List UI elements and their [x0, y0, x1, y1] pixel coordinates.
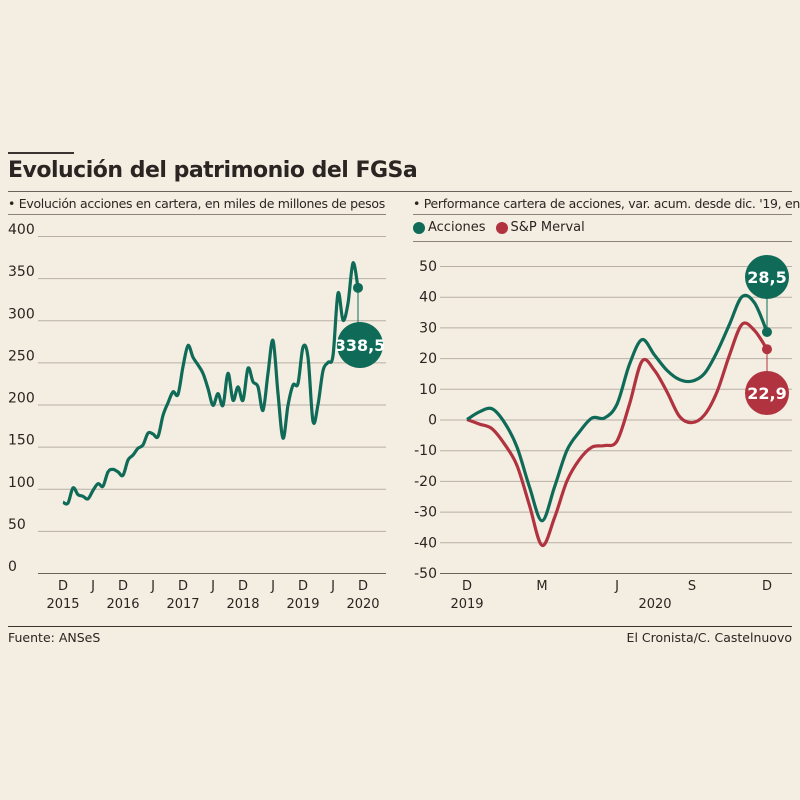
- x-tick-label: D: [462, 579, 472, 594]
- y-tick-label: 300: [8, 306, 35, 322]
- series-line-merval: [466, 321, 769, 547]
- annotation-badge-merval: [745, 371, 789, 415]
- x-year-label: 2019: [450, 597, 483, 612]
- y-tick-label: -10: [414, 443, 437, 459]
- y-tick-label: 350: [8, 264, 35, 280]
- legend-swatch-merval: [495, 221, 508, 234]
- y-tick-label: -50: [414, 566, 437, 582]
- legend: Acciones S&P Merval: [413, 220, 585, 235]
- y-tick-label: 200: [8, 391, 35, 407]
- x-year-label: 2020: [638, 597, 671, 612]
- right-subtitle-divider: [413, 214, 792, 215]
- legend-label-merval: S&P Merval: [510, 220, 585, 235]
- x-tick-label: J: [150, 579, 155, 594]
- x-tick-label: D: [358, 579, 368, 594]
- legend-label-acciones: Acciones: [428, 220, 486, 235]
- y-tick-label: 250: [8, 348, 35, 364]
- y-tick-label: 50: [8, 517, 26, 533]
- x-tick-label: M: [536, 579, 547, 594]
- title-divider: [8, 191, 792, 192]
- x-tick-label: J: [210, 579, 215, 594]
- top-rule: [8, 152, 74, 154]
- legend-item-acciones: Acciones: [413, 220, 486, 235]
- annotation-badge-acciones: [745, 255, 789, 299]
- x-tick-label: D: [298, 579, 308, 594]
- x-tick-label: D: [762, 579, 772, 594]
- legend-swatch-acciones: [413, 221, 425, 234]
- y-tick-label: 50: [419, 259, 437, 275]
- x-tick-label: D: [238, 579, 248, 594]
- x-tick-label: J: [90, 579, 95, 594]
- x-tick-label: D: [58, 579, 68, 594]
- legend-divider: [413, 241, 792, 242]
- chart-title: Evolución del patrimonio del FGSa: [8, 158, 418, 183]
- x-year-label: 2017: [166, 597, 199, 612]
- x-year-label: 2016: [106, 597, 139, 612]
- y-tick-label: 10: [419, 382, 437, 398]
- last-point-marker: [353, 282, 363, 293]
- left-chart-subtitle: • Evolución acciones en cartera, en mile…: [8, 196, 385, 211]
- y-tick-label: 0: [428, 413, 437, 429]
- y-tick-label: -30: [414, 505, 437, 521]
- annotation-badge: [337, 322, 383, 368]
- x-year-label: 2018: [226, 597, 259, 612]
- y-tick-label: 400: [8, 222, 35, 238]
- x-year-label: 2020: [346, 597, 379, 612]
- last-point-marker-merval: [762, 344, 772, 355]
- annotation-value: 338,5: [335, 336, 386, 355]
- y-tick-label: 0: [8, 559, 17, 575]
- x-tick-label: J: [614, 579, 619, 594]
- footer-divider: [8, 626, 792, 627]
- x-tick-label: J: [330, 579, 335, 594]
- y-tick-label: 30: [419, 320, 437, 336]
- x-tick-label: D: [178, 579, 188, 594]
- y-tick-label: -40: [414, 535, 437, 551]
- y-tick-label: 150: [8, 433, 35, 449]
- source-note: Fuente: ANSeS: [8, 630, 101, 645]
- series-line-acciones: [466, 293, 769, 523]
- right-chart-subtitle: • Performance cartera de acciones, var. …: [413, 196, 800, 211]
- series-line-acciones-patrimonio: [62, 261, 360, 506]
- x-tick-label: S: [688, 579, 696, 594]
- y-tick-label: 20: [419, 351, 437, 367]
- x-tick-label: D: [118, 579, 128, 594]
- annotation-value-acciones: 28,5: [747, 268, 786, 287]
- x-tick-label: J: [270, 579, 275, 594]
- annotation-value-merval: 22,9: [747, 384, 786, 403]
- y-tick-label: -20: [414, 474, 437, 490]
- left-subtitle-divider: [8, 214, 386, 215]
- y-tick-label: 40: [419, 290, 437, 306]
- x-year-label: 2019: [286, 597, 319, 612]
- legend-item-merval: S&P Merval: [495, 220, 585, 235]
- credit-note: El Cronista/C. Castelnuovo: [626, 630, 792, 645]
- x-year-label: 2015: [46, 597, 79, 612]
- last-point-marker-acciones: [762, 327, 772, 338]
- y-tick-label: 100: [8, 475, 35, 491]
